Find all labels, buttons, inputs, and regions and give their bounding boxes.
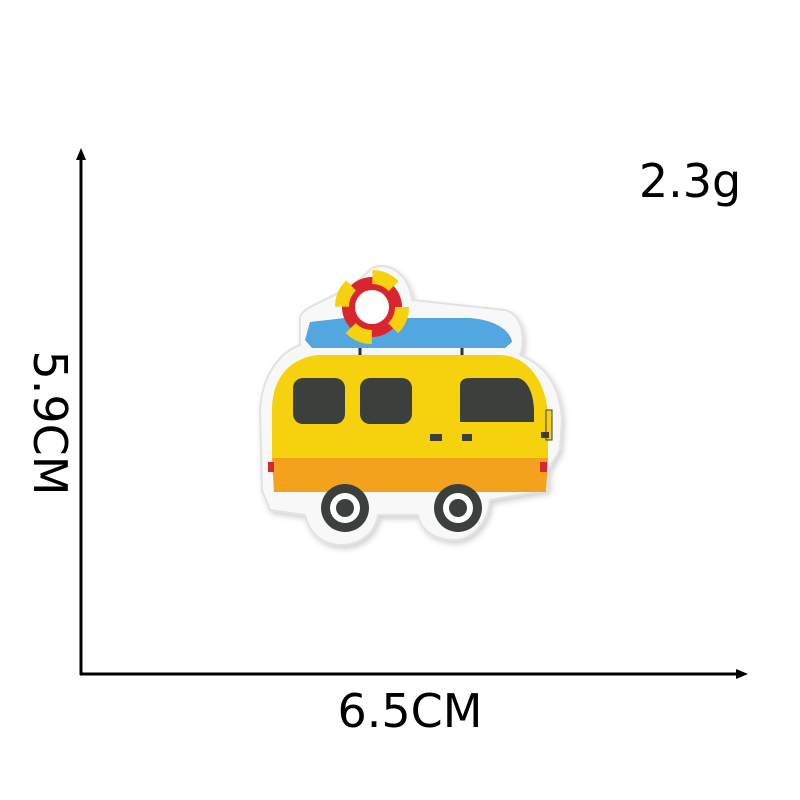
middle-window	[360, 378, 412, 424]
rear-wheel	[321, 484, 369, 532]
life-ring-icon	[335, 270, 409, 344]
front-wheel	[434, 484, 482, 532]
rear-window	[293, 378, 345, 424]
height-dimension-label: 5.9CM	[23, 350, 77, 496]
roof-board	[305, 318, 512, 348]
width-dimension-label: 6.5CM	[337, 684, 483, 738]
van-patch	[258, 265, 564, 547]
weight-label: 2.3g	[638, 154, 742, 208]
horizontal-axis-arrow	[736, 669, 748, 679]
head-light	[540, 462, 547, 472]
tail-light	[268, 462, 274, 472]
vertical-axis-arrow	[76, 148, 86, 160]
front-window	[460, 378, 534, 422]
van-body-lower	[272, 458, 548, 492]
